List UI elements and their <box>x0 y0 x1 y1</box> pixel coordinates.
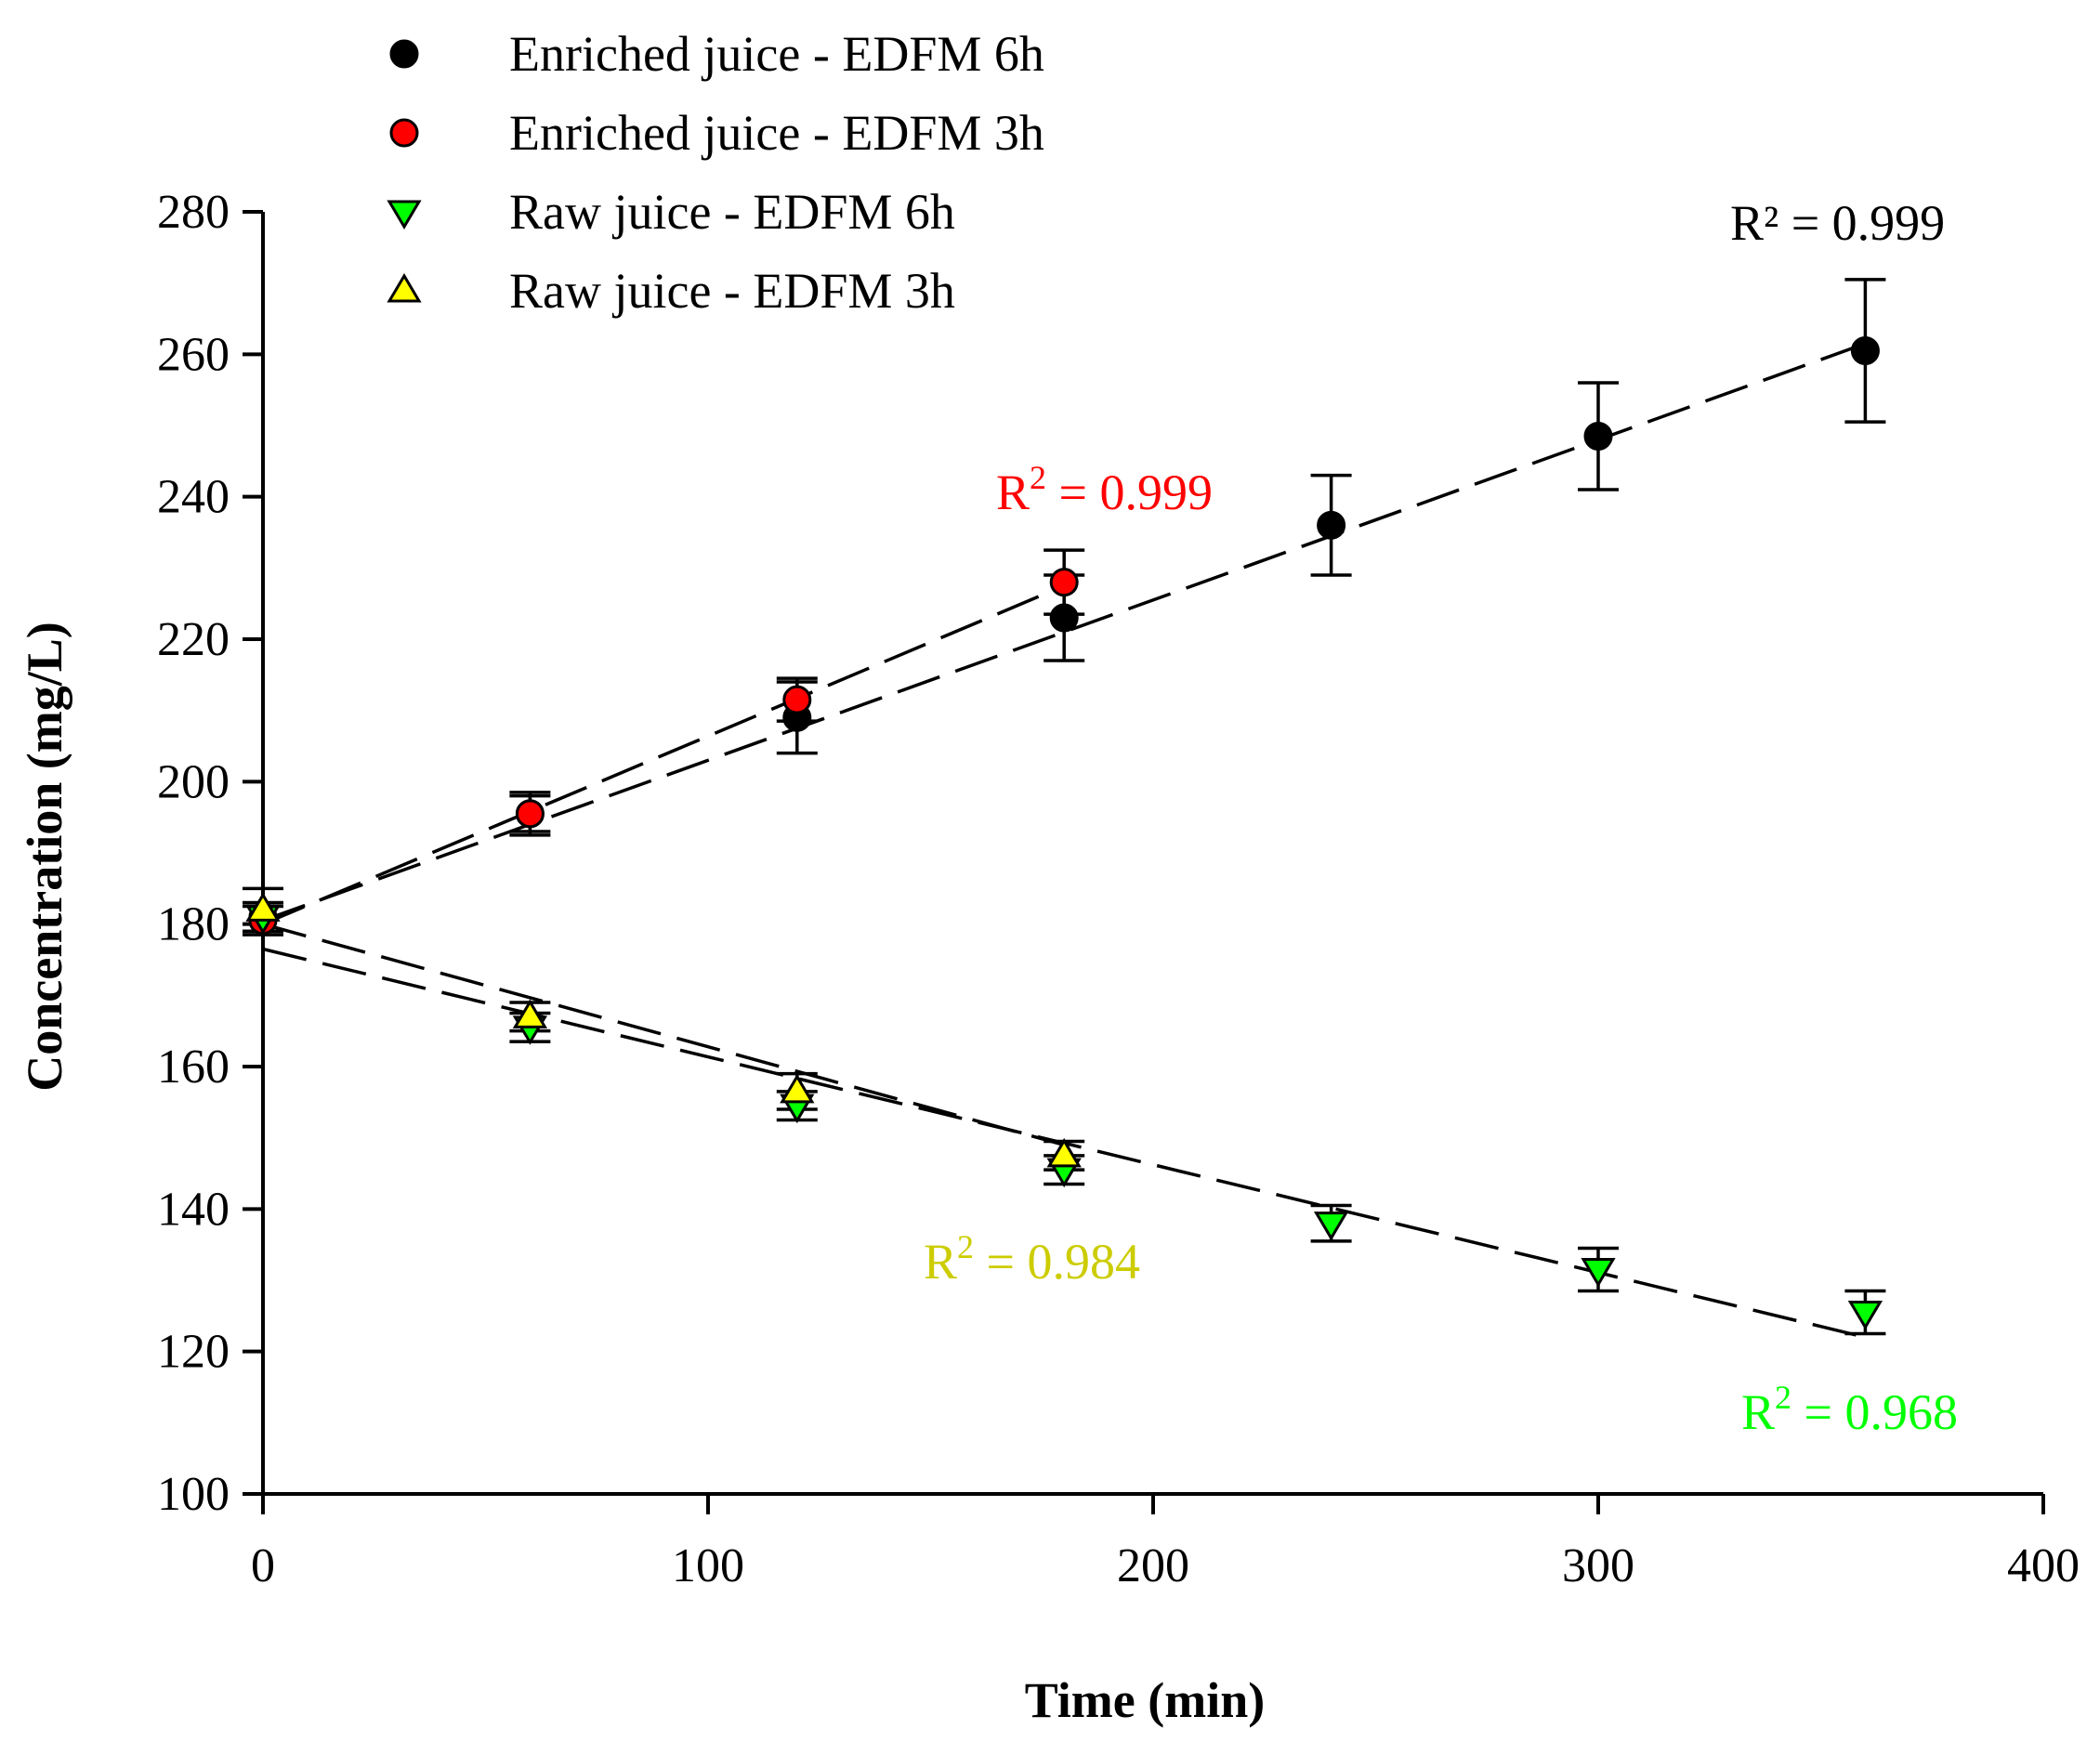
y-tick-label: 180 <box>157 898 230 951</box>
data-point <box>780 1073 815 1104</box>
y-tick-label: 260 <box>157 328 230 381</box>
x-tick-label: 400 <box>2007 1539 2080 1592</box>
r-squared-label: R² = 0.999 <box>1730 195 1945 251</box>
y-tick-label: 200 <box>157 755 230 808</box>
data-point <box>1049 603 1079 633</box>
legend-marker <box>387 273 422 303</box>
fit-line <box>262 583 1065 926</box>
x-tick-label: 300 <box>1562 1539 1634 1592</box>
axes: 100 120 140 160 180 200 220 240 260 280 0 100 200 300… <box>157 186 2080 1592</box>
legend-marker <box>389 39 419 69</box>
legend-label: Raw juice - EDFM 3h <box>509 263 955 319</box>
legend: Enriched juice - EDFM 6h Enriched juice -… <box>387 26 1044 319</box>
data-point <box>1583 422 1613 451</box>
data-point <box>1847 1301 1883 1330</box>
r-squared-label: R2 = 0.984 <box>924 1228 1140 1290</box>
y-tick-label: 100 <box>157 1468 230 1521</box>
y-tick-label: 140 <box>157 1183 230 1236</box>
y-tick-label: 120 <box>157 1326 230 1379</box>
r-squared-label: R2 = 0.999 <box>996 459 1213 520</box>
data-markers <box>245 336 1883 1330</box>
legend-marker <box>387 200 422 229</box>
legend-label: Raw juice - EDFM 6h <box>509 184 955 240</box>
y-tick-label: 220 <box>157 613 230 666</box>
data-point <box>245 892 281 922</box>
data-point <box>1046 1137 1082 1168</box>
x-tick-label: 0 <box>251 1539 275 1592</box>
data-point <box>515 799 545 829</box>
data-point <box>782 685 812 714</box>
r-squared-annotations: R² = 0.999 R2 = 0.999 R2 = 0.968 R2 = 0.984 <box>924 195 1958 1440</box>
legend-label: Enriched juice - EDFM 3h <box>509 105 1044 161</box>
y-tick-label: 160 <box>157 1041 230 1094</box>
y-axis-label: Concentration (mg/L) <box>17 622 72 1091</box>
x-tick-label: 200 <box>1117 1539 1189 1592</box>
data-point <box>1581 1258 1616 1288</box>
data-point <box>512 999 548 1028</box>
data-point <box>1317 510 1346 540</box>
r-squared-label: R2 = 0.968 <box>1741 1379 1958 1440</box>
y-tick-label: 240 <box>157 471 230 524</box>
legend-label: Enriched juice - EDFM 6h <box>509 26 1044 82</box>
data-point <box>1049 568 1079 597</box>
x-axis-label: Time (min) <box>1025 1672 1265 1728</box>
data-point <box>1850 336 1880 365</box>
x-tick-label: 100 <box>672 1539 744 1592</box>
y-tick-label: 280 <box>157 186 230 239</box>
data-point <box>1313 1212 1349 1241</box>
legend-marker <box>389 118 419 148</box>
fit-line <box>262 922 1065 1147</box>
